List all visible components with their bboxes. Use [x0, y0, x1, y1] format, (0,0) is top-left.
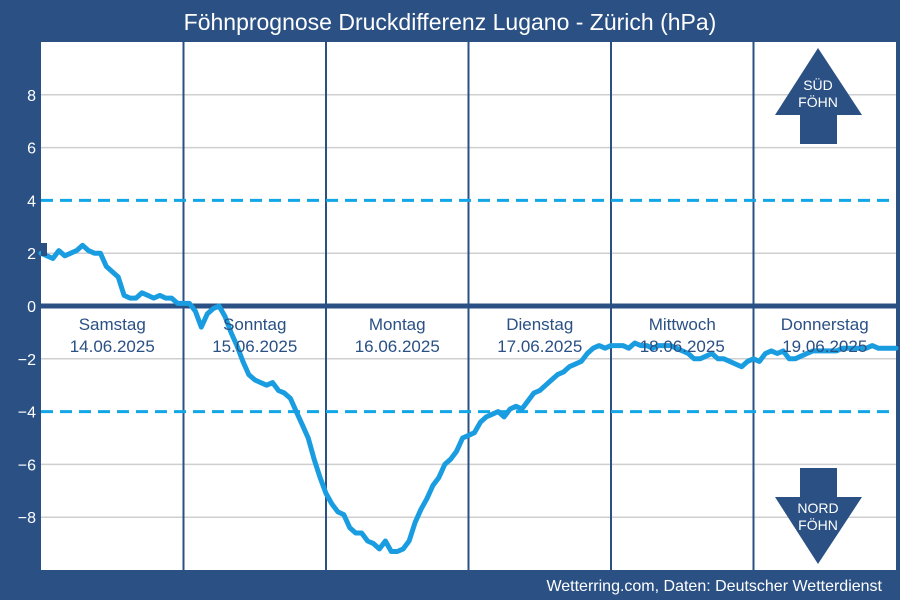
- day-name-label: Montag: [369, 315, 426, 334]
- y-tick-label: −4: [18, 405, 36, 422]
- day-name-label: Mittwoch: [649, 315, 716, 334]
- day-name-label: Samstag: [79, 315, 146, 334]
- day-date-label: 18.06.2025: [640, 337, 725, 356]
- south-foehn-arrow-icon: [775, 48, 862, 144]
- day-date-label: 17.06.2025: [497, 337, 582, 356]
- chart-footer: Wetterring.com, Daten: Deutscher Wetterd…: [546, 578, 882, 595]
- north-foehn-label: NORD: [797, 500, 838, 516]
- day-date-label: 15.06.2025: [212, 337, 297, 356]
- y-tick-label: −6: [18, 457, 36, 474]
- chart-title: Föhnprognose Druckdifferenz Lugano - Zür…: [183, 9, 717, 35]
- day-name-label: Sonntag: [223, 315, 286, 334]
- day-date-label: 16.06.2025: [355, 337, 440, 356]
- threshold-layer: [41, 198, 896, 414]
- start-marker: [41, 243, 47, 256]
- series-layer: [38, 242, 899, 554]
- north-foehn-label: FÖHN: [798, 516, 838, 533]
- day-label-layer: Samstag 14.06.2025 Sonntag 15.06.2025 Montag…: [70, 315, 869, 356]
- day-name-label: Donnerstag: [781, 315, 869, 334]
- y-tick-label: 2: [27, 246, 36, 263]
- y-tick-label: 4: [27, 193, 36, 210]
- north-foehn-arrow-icon: [775, 468, 862, 564]
- south-foehn-label: SÜD: [803, 76, 833, 93]
- y-tick-label: 6: [27, 141, 36, 158]
- day-name-label: Dienstag: [506, 315, 573, 334]
- series-line: [38, 242, 899, 554]
- y-tick-label: 8: [27, 88, 36, 105]
- day-date-label: 19.06.2025: [782, 337, 867, 356]
- y-tick-layer: 8 6 4 2 0 −2 −4 −6 −8: [18, 88, 36, 527]
- y-tick-label: 0: [27, 299, 36, 316]
- south-foehn-label: FÖHN: [798, 93, 838, 110]
- y-tick-label: −2: [18, 352, 36, 369]
- y-tick-label: −8: [18, 510, 36, 527]
- day-date-label: 14.06.2025: [70, 337, 155, 356]
